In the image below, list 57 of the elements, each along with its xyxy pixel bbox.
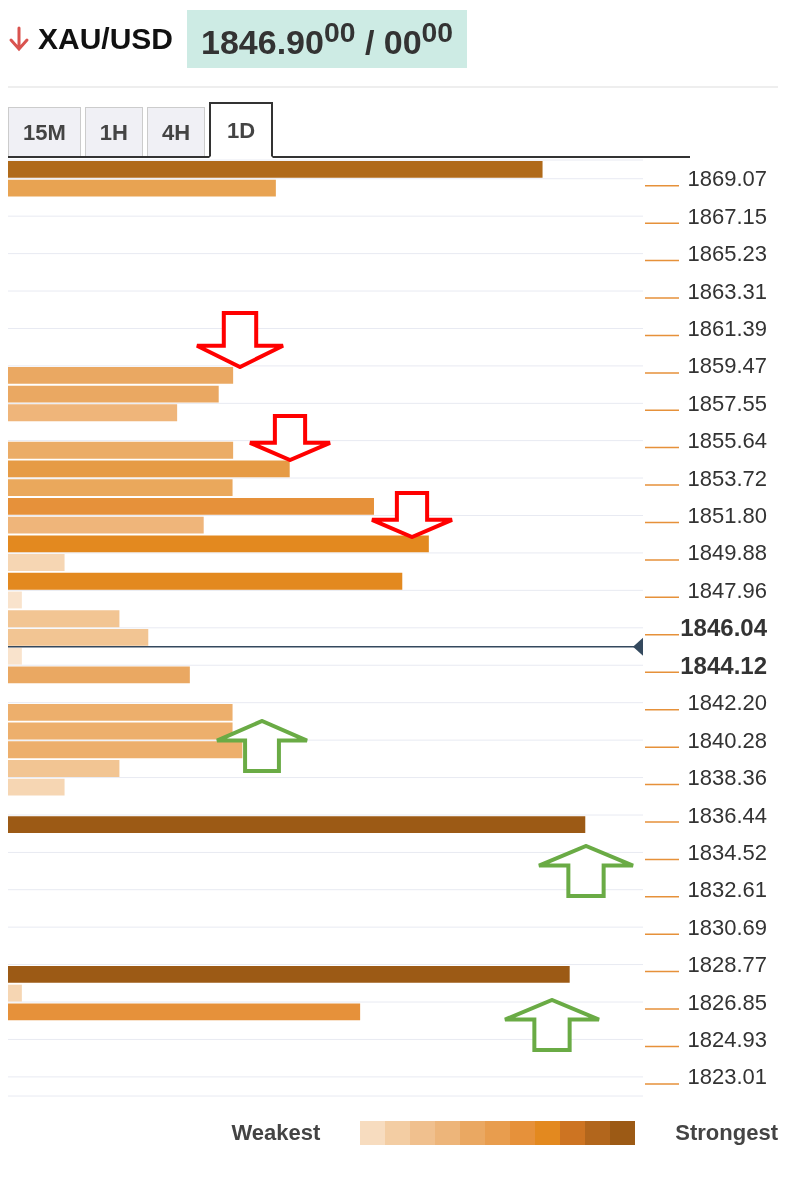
bar: [8, 629, 149, 646]
bar: [8, 760, 120, 777]
y-tick-label: 1853.72: [687, 465, 767, 491]
bar: [8, 179, 276, 197]
y-tick-label: 1861.39: [687, 315, 767, 341]
y-tick-label: 1826.85: [687, 989, 767, 1015]
y-tick-label: 1865.23: [687, 241, 767, 267]
y-tick-label: 1847.96: [687, 577, 767, 603]
y-tick-label: 1836.44: [687, 802, 767, 828]
y-tick-label: 1830.69: [687, 914, 767, 940]
bar: [8, 554, 65, 571]
y-tick-label: 1869.07: [687, 166, 767, 192]
y-tick-label: 1859.47: [687, 353, 767, 379]
y-tick-label: 1824.93: [687, 1026, 767, 1052]
bar: [8, 516, 204, 534]
bar: [8, 1003, 361, 1021]
text: 15M: [8, 107, 81, 156]
bar: [8, 404, 178, 422]
bar: [8, 535, 429, 553]
text: 1H: [84, 107, 143, 156]
y-tick-label: 1851.80: [687, 502, 767, 528]
bar: [8, 666, 190, 684]
bar: [8, 778, 65, 796]
text: 1D: [209, 102, 274, 158]
y-tick-label: 1867.15: [687, 203, 767, 229]
text: Strongest: [675, 1120, 778, 1146]
y-tick-label: 1842.20: [687, 690, 767, 716]
y-tick-label: 1832.61: [687, 877, 767, 903]
bar: [8, 610, 120, 628]
y-tick-label: 1846.04: [680, 614, 768, 642]
y-tick-label: 1855.64: [687, 428, 767, 454]
y-tick-label: 1823.01: [687, 1064, 767, 1090]
bar: [8, 965, 570, 983]
bar: [8, 385, 219, 403]
bar: [8, 441, 234, 459]
bar: [8, 647, 22, 665]
bar: [8, 816, 586, 834]
y-tick-label: 1863.31: [687, 278, 767, 304]
chart-subtitle: 1846.90$^{00}$ / 00$^{00}$: [187, 9, 468, 69]
y-tick-label: 1840.28: [687, 727, 767, 753]
text: Weakest: [231, 1120, 321, 1146]
bar: [8, 366, 234, 384]
y-tick-label: 1828.77: [687, 952, 767, 978]
bar: [8, 572, 403, 590]
bar: [8, 460, 290, 478]
bar: [8, 984, 22, 1002]
y-tick-label: 1857.55: [687, 390, 767, 416]
bar: [8, 703, 233, 721]
bar: [8, 479, 233, 497]
y-tick-label: 1849.88: [687, 540, 767, 566]
y-tick-label: 1834.52: [687, 839, 767, 865]
bar: [8, 161, 543, 178]
y-tick-label: 1844.12: [680, 651, 767, 679]
bar: [8, 591, 22, 609]
chart-title: XAU/USD: [38, 22, 174, 56]
y-tick-label: 1838.36: [687, 765, 767, 791]
text: 4H: [146, 107, 206, 156]
